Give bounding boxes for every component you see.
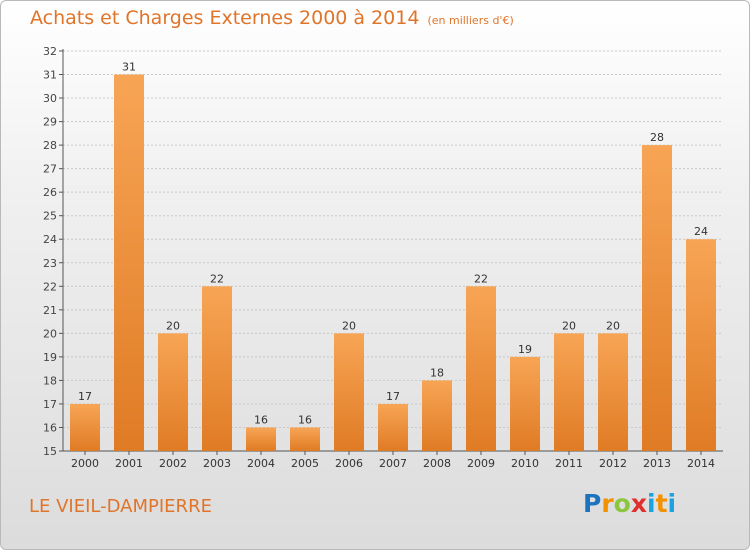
bar	[334, 333, 364, 451]
x-tick-label: 2006	[335, 457, 363, 470]
y-tick-label: 18	[43, 374, 57, 387]
data-label: 20	[562, 319, 576, 332]
data-label: 20	[166, 319, 180, 332]
x-tick-label: 2000	[71, 457, 99, 470]
y-tick-label: 19	[43, 351, 57, 364]
logo-letter-p: P	[583, 489, 602, 518]
data-label: 17	[386, 390, 400, 403]
logo-letter-o: o	[613, 489, 631, 518]
y-tick-label: 29	[43, 116, 57, 129]
bar	[290, 427, 320, 451]
bar	[158, 333, 188, 451]
data-label: 16	[254, 413, 268, 426]
data-label: 31	[122, 61, 136, 74]
bar	[114, 74, 144, 451]
y-tick-label: 22	[43, 280, 57, 293]
logo-letter-x: x	[630, 489, 647, 518]
x-tick-label: 2011	[555, 457, 583, 470]
y-tick-label: 26	[43, 186, 57, 199]
logo-letter-t: t	[655, 489, 668, 518]
bar	[642, 145, 672, 451]
bar	[466, 286, 496, 451]
data-label: 22	[210, 272, 224, 285]
y-tick-label: 27	[43, 163, 57, 176]
y-tick-label: 25	[43, 210, 57, 223]
x-tick-label: 2003	[203, 457, 231, 470]
data-label: 17	[78, 390, 92, 403]
x-tick-label: 2010	[511, 457, 539, 470]
chart-title: Achats et Charges Externes 2000 à 2014 (e…	[30, 7, 514, 29]
data-label: 24	[694, 225, 708, 238]
bar	[598, 333, 628, 451]
x-tick-label: 2009	[467, 457, 495, 470]
x-tick-label: 2012	[599, 457, 627, 470]
bar	[686, 239, 716, 451]
labels: 15 16 17 18 19 20 21 22 23 24 25 26 27 28 29 30 31 32 17 20…	[43, 45, 715, 470]
y-tick-label: 31	[43, 69, 57, 82]
y-tick-label: 17	[43, 398, 57, 411]
y-tick-label: 21	[43, 304, 57, 317]
data-label: 18	[430, 366, 444, 379]
bars	[70, 74, 716, 451]
bar	[70, 403, 100, 451]
x-tick-label: 2001	[115, 457, 143, 470]
data-label: 20	[342, 319, 356, 332]
x-tick-label: 2004	[247, 457, 275, 470]
y-tick-label: 30	[43, 92, 57, 105]
x-tick-label: 2008	[423, 457, 451, 470]
data-label: 16	[298, 413, 312, 426]
x-tick-label: 2005	[291, 457, 319, 470]
bar	[202, 286, 232, 451]
logo-letter-i2: i	[667, 489, 677, 518]
bar	[510, 356, 540, 451]
proxiti-logo[interactable]: Proxiti	[583, 489, 676, 518]
y-tick-label: 16	[43, 421, 57, 434]
bar	[246, 427, 276, 451]
title-text: Achats et Charges Externes 2000 à 2014	[30, 7, 420, 29]
bar	[554, 333, 584, 451]
commune-name: LE VIEIL-DAMPIERRE	[29, 496, 212, 517]
bar	[378, 403, 408, 451]
data-label: 20	[606, 319, 620, 332]
bar	[422, 380, 452, 451]
x-tick-label: 2014	[687, 457, 715, 470]
y-tick-label: 20	[43, 327, 57, 340]
unit-label: (en milliers d'€)	[427, 14, 514, 27]
y-tick-label: 28	[43, 139, 57, 152]
y-tick-label: 23	[43, 257, 57, 270]
x-tick-label: 2002	[159, 457, 187, 470]
logo-letter-i1: i	[647, 489, 656, 518]
y-tick-label: 32	[43, 45, 57, 58]
data-label: 19	[518, 343, 532, 356]
x-tick-label: 2007	[379, 457, 407, 470]
data-label: 28	[650, 131, 664, 144]
y-tick-label: 24	[43, 233, 57, 246]
x-tick-label: 2013	[643, 457, 671, 470]
y-tick-label: 15	[43, 445, 57, 458]
data-label: 22	[474, 272, 488, 285]
logo-letter-r: r	[601, 489, 614, 518]
